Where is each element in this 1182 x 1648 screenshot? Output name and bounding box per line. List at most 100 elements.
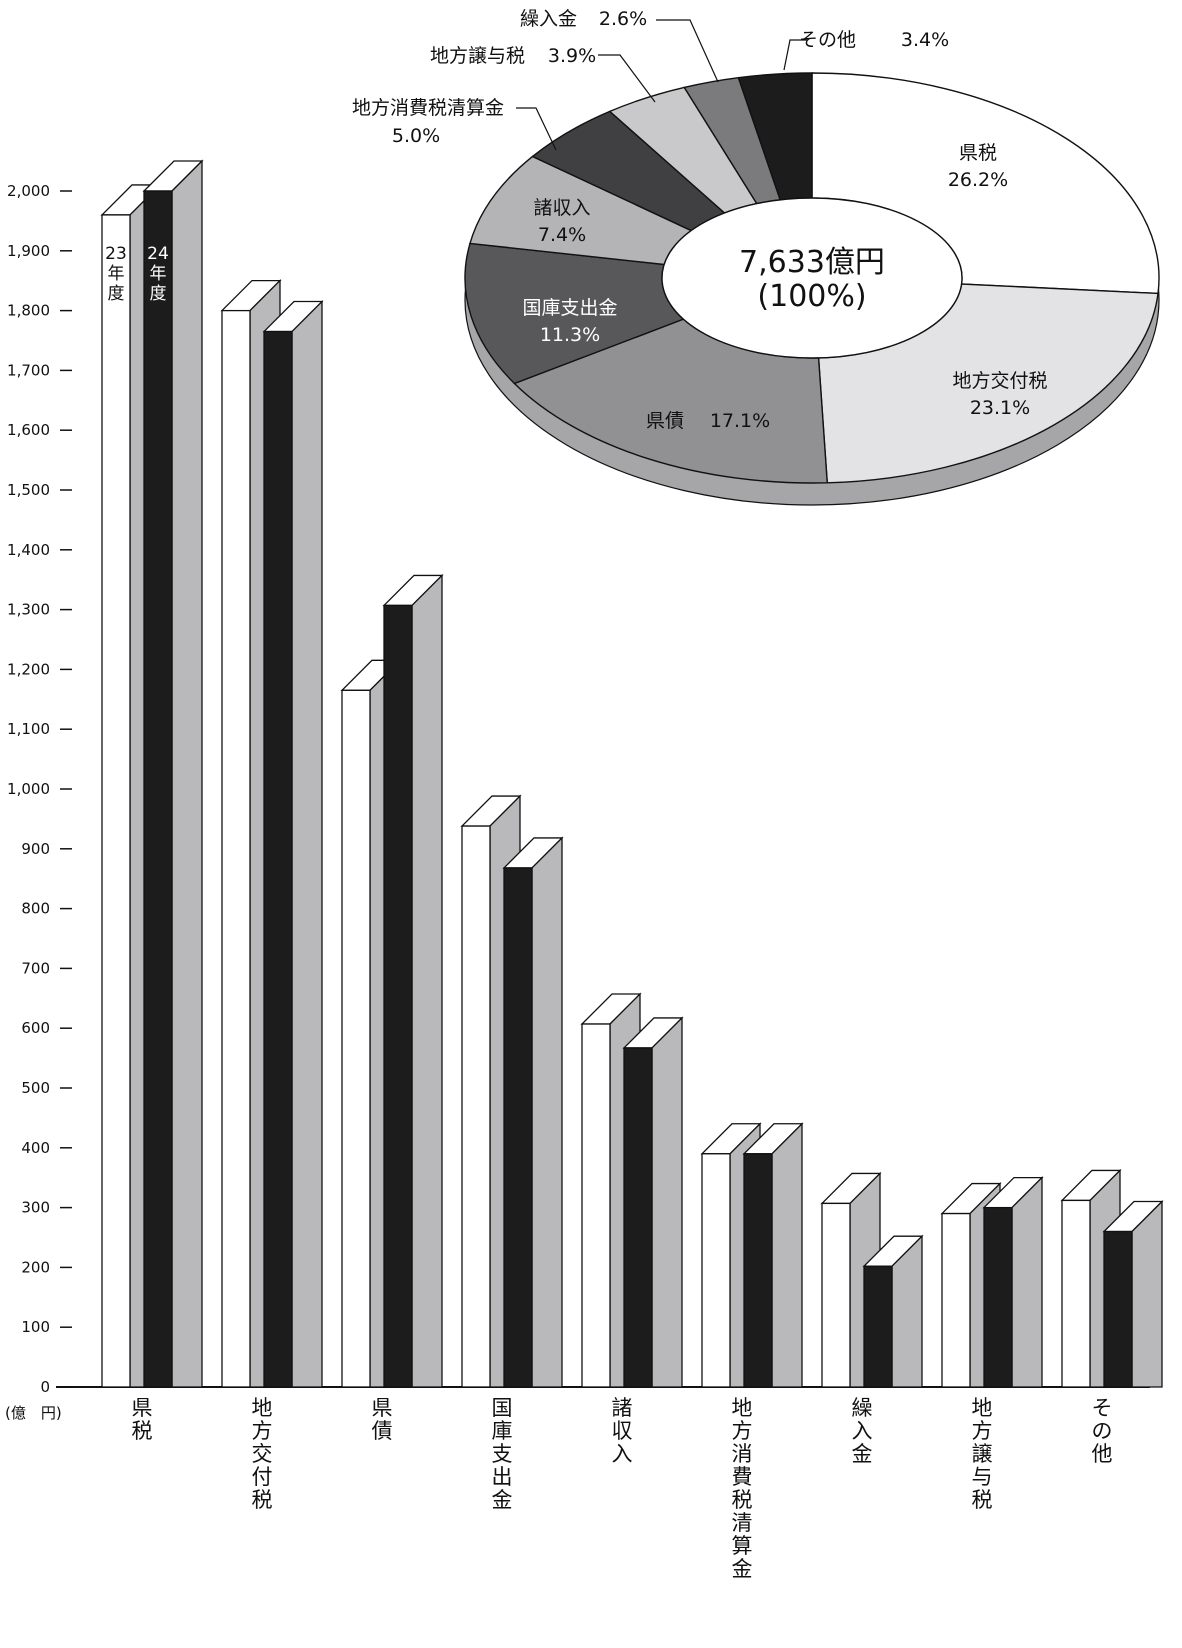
y-tick-label: 200 [21, 1258, 50, 1276]
slice-label-name: 地方譲与税 [430, 45, 525, 67]
category-label-char: そ [1092, 1396, 1113, 1420]
bar-24-9-side [1131, 1199, 1163, 1388]
series-label-23: 23 [105, 244, 127, 264]
bar-24-1 [142, 159, 204, 1388]
bar-24-3 [382, 573, 444, 1388]
bar-24-4-front [503, 867, 533, 1388]
y-tick-label: 1,300 [7, 601, 50, 619]
category-label-char: 債 [372, 1419, 393, 1443]
category-label-char: の [1092, 1419, 1113, 1443]
category-label-char: 県 [372, 1396, 393, 1420]
slice-label-name: 繰入金 [520, 8, 577, 30]
category-label-char: 地 [252, 1396, 273, 1420]
slice-label-value: 5.0% [392, 125, 440, 147]
bar-24-2-side [291, 299, 323, 1388]
bar-24-8 [982, 1176, 1044, 1388]
y-axis-unit-label: (億 円) [5, 1404, 62, 1422]
slice-label-value: 11.3% [540, 324, 600, 346]
bar-23-8-front [941, 1212, 971, 1388]
bar-24-3-front [383, 604, 413, 1388]
category-label-char: 方 [252, 1419, 273, 1443]
slice-label-value: 7.4% [538, 224, 586, 246]
category-label-char: 他 [1092, 1442, 1113, 1466]
category-label-char: 庫 [492, 1419, 513, 1443]
y-tick-label: 2,000 [7, 182, 50, 200]
slice-label-value: 3.9% [548, 45, 596, 67]
bar-24-4 [502, 836, 564, 1388]
bar-24-9-front [1103, 1230, 1133, 1388]
slice-label-name: 国庫支出金 [522, 297, 617, 319]
bar-24-2-front [263, 330, 293, 1388]
category-label-char: 国 [492, 1396, 513, 1420]
bar-24-2 [262, 299, 324, 1388]
y-tick-label: 1,700 [7, 361, 50, 379]
slice-label-value: 17.1% [710, 410, 770, 432]
y-tick-label: 600 [21, 1019, 50, 1037]
donut-hole [661, 197, 963, 359]
category-label-char: 税 [132, 1419, 153, 1443]
category-label-char: 清 [732, 1511, 753, 1535]
series-label-24: 24 [147, 244, 169, 264]
y-tick-label: 1,100 [7, 720, 50, 738]
bar-24-7-front [863, 1265, 893, 1388]
category-label-char: 税 [252, 1488, 273, 1512]
series-label-24: 度 [150, 284, 167, 304]
y-tick-label: 1,500 [7, 481, 50, 499]
bar-23-1-front [101, 214, 131, 1388]
category-label-char: 諸 [612, 1396, 633, 1420]
category-label-char: 消 [732, 1442, 753, 1466]
slice-label-name: 地方交付税 [952, 370, 1047, 392]
y-tick-label: 700 [21, 959, 50, 977]
y-tick-label: 1,400 [7, 541, 50, 559]
bar-chart: 0 100 200 300 400 500 600 700 800 900 1,000 1,100 1,… [5, 159, 1164, 1581]
bar-23-5-front [581, 1023, 611, 1388]
category-label-char: 金 [732, 1557, 753, 1581]
category-label-char: 税 [732, 1488, 753, 1512]
leader-line [783, 39, 808, 71]
category-label-char: 算 [732, 1534, 753, 1558]
category-label-char: 出 [492, 1465, 513, 1489]
bar-23-9-front [1061, 1199, 1091, 1388]
category-label-char: 収 [612, 1419, 633, 1443]
series-label-23: 度 [108, 284, 125, 304]
bar-24-1-front [143, 190, 173, 1388]
bar-24-9 [1102, 1199, 1164, 1388]
category-label-char: 金 [852, 1442, 873, 1466]
series-label-23: 年 [108, 264, 125, 284]
bar-24-6 [742, 1122, 804, 1388]
slice-label-name: 県税 [959, 142, 997, 164]
category-label-char: 譲 [972, 1442, 993, 1466]
bar-24-1-side [171, 159, 203, 1388]
slice-label-value: 26.2% [948, 169, 1008, 191]
category-label-char: 与 [972, 1465, 993, 1489]
series-label-24: 年 [150, 264, 167, 284]
category-label-char: 入 [612, 1442, 633, 1466]
slice-label-name: 県債 [646, 410, 684, 432]
slice-label-value: 23.1% [970, 397, 1030, 419]
category-label-char: 地 [972, 1396, 993, 1420]
y-tick-label: 1,000 [7, 780, 50, 798]
bar-24-3-side [411, 573, 443, 1388]
slice-label-name: その他 [799, 29, 856, 51]
bar-24-7 [862, 1234, 924, 1388]
leader-line [516, 107, 557, 151]
category-label-char: 地 [732, 1396, 753, 1420]
category-label-char: 税 [972, 1488, 993, 1512]
category-label-char: 金 [492, 1488, 513, 1512]
y-tick-label: 500 [21, 1079, 50, 1097]
y-tick-label: 900 [21, 840, 50, 858]
y-tick-label: 1,600 [7, 421, 50, 439]
category-label-char: 交 [252, 1442, 273, 1466]
category-label-char: 繰 [852, 1396, 873, 1420]
category-label-char: 方 [972, 1419, 993, 1443]
category-label-char: 県 [132, 1396, 153, 1420]
bar-24-6-side [771, 1122, 803, 1388]
leader-line [656, 19, 719, 83]
bar-24-5-side [651, 1016, 683, 1388]
bar-23-4-front [461, 825, 491, 1388]
category-label-char: 方 [732, 1419, 753, 1443]
slice-label-value: 2.6% [599, 8, 647, 30]
bar-24-4-side [531, 836, 563, 1388]
